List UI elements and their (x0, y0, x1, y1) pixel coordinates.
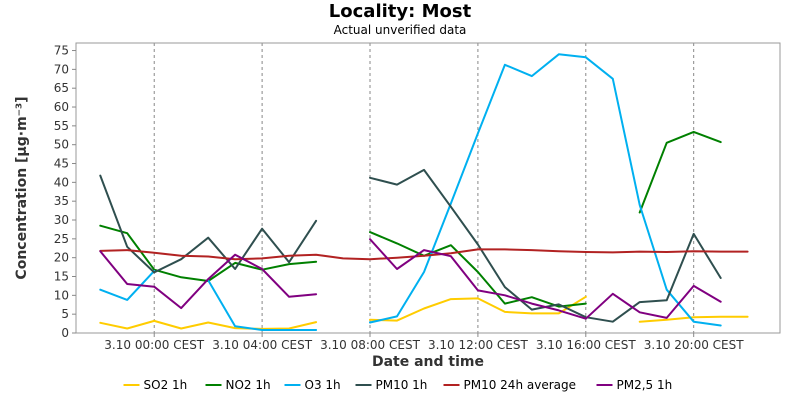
legend-label: PM10 1h (376, 378, 428, 392)
legend-label: NO2 1h (226, 378, 271, 392)
series-lines (99, 53, 749, 331)
y-tick-label: 75 (54, 44, 69, 58)
legend-item: PM10 24h average (443, 378, 577, 392)
y-tick-label: 5 (61, 307, 69, 321)
legend-label: O3 1h (305, 378, 341, 392)
x-tick-label: 3.10 04:00 CEST (212, 338, 313, 352)
y-tick-label: 50 (54, 138, 69, 152)
series-line-pm10-24h-average (99, 248, 749, 261)
x-tick-label: 3.10 16:00 CEST (536, 338, 637, 352)
plot-background (76, 43, 780, 333)
x-tick-label: 3.10 12:00 CEST (428, 338, 529, 352)
y-tick-label: 25 (54, 232, 69, 246)
x-axis: 3.10 00:00 CEST 3.10 04:00 CEST 3.10 08:00… (104, 333, 744, 352)
y-tick-label: 60 (54, 100, 69, 114)
x-tick-label: 3.10 00:00 CEST (104, 338, 205, 352)
y-axis: 0 5 10 15 20 25 30 35 40 45 50 55 60 65 70 75 (54, 44, 76, 340)
y-tick-label: 65 (54, 81, 69, 95)
legend-item: SO2 1h (123, 378, 188, 392)
vertical-gridlines (153, 43, 695, 333)
legend-label: PM10 24h average (464, 378, 577, 392)
x-tick-label: 3.10 20:00 CEST (644, 338, 745, 352)
y-tick-label: 20 (54, 251, 69, 265)
y-axis-label: Concentration [µg·m⁻³] (14, 96, 30, 279)
chart-subtitle: Actual unverified data (334, 23, 467, 37)
y-tick-label: 30 (54, 213, 69, 227)
series-line-o3-1h (99, 53, 722, 331)
y-tick-label: 35 (54, 194, 69, 208)
chart-title: Locality: Most (329, 1, 472, 22)
legend-label: SO2 1h (144, 378, 188, 392)
y-tick-label: 15 (54, 270, 69, 284)
y-tick-label: 45 (54, 157, 69, 171)
y-tick-label: 0 (61, 326, 69, 340)
y-tick-label: 55 (54, 119, 69, 133)
series-line-so2-1h (99, 295, 749, 330)
y-tick-label: 40 (54, 175, 69, 189)
legend-item: NO2 1h (205, 378, 271, 392)
x-axis-label: Date and time (372, 354, 484, 370)
x-tick-label: 3.10 08:00 CEST (320, 338, 421, 352)
legend-item: PM10 1h (355, 378, 428, 392)
legend-label: PM2,5 1h (617, 378, 673, 392)
legend-item: O3 1h (284, 378, 341, 392)
y-tick-label: 70 (54, 62, 69, 76)
y-tick-label: 10 (54, 288, 69, 302)
series-line-pm2-5-1h (99, 238, 722, 320)
legend-item: PM2,5 1h (596, 378, 673, 392)
plot-frame (75, 42, 781, 334)
legend: SO2 1h NO2 1h O3 1h PM10 1h PM10 24h average… (123, 378, 673, 392)
